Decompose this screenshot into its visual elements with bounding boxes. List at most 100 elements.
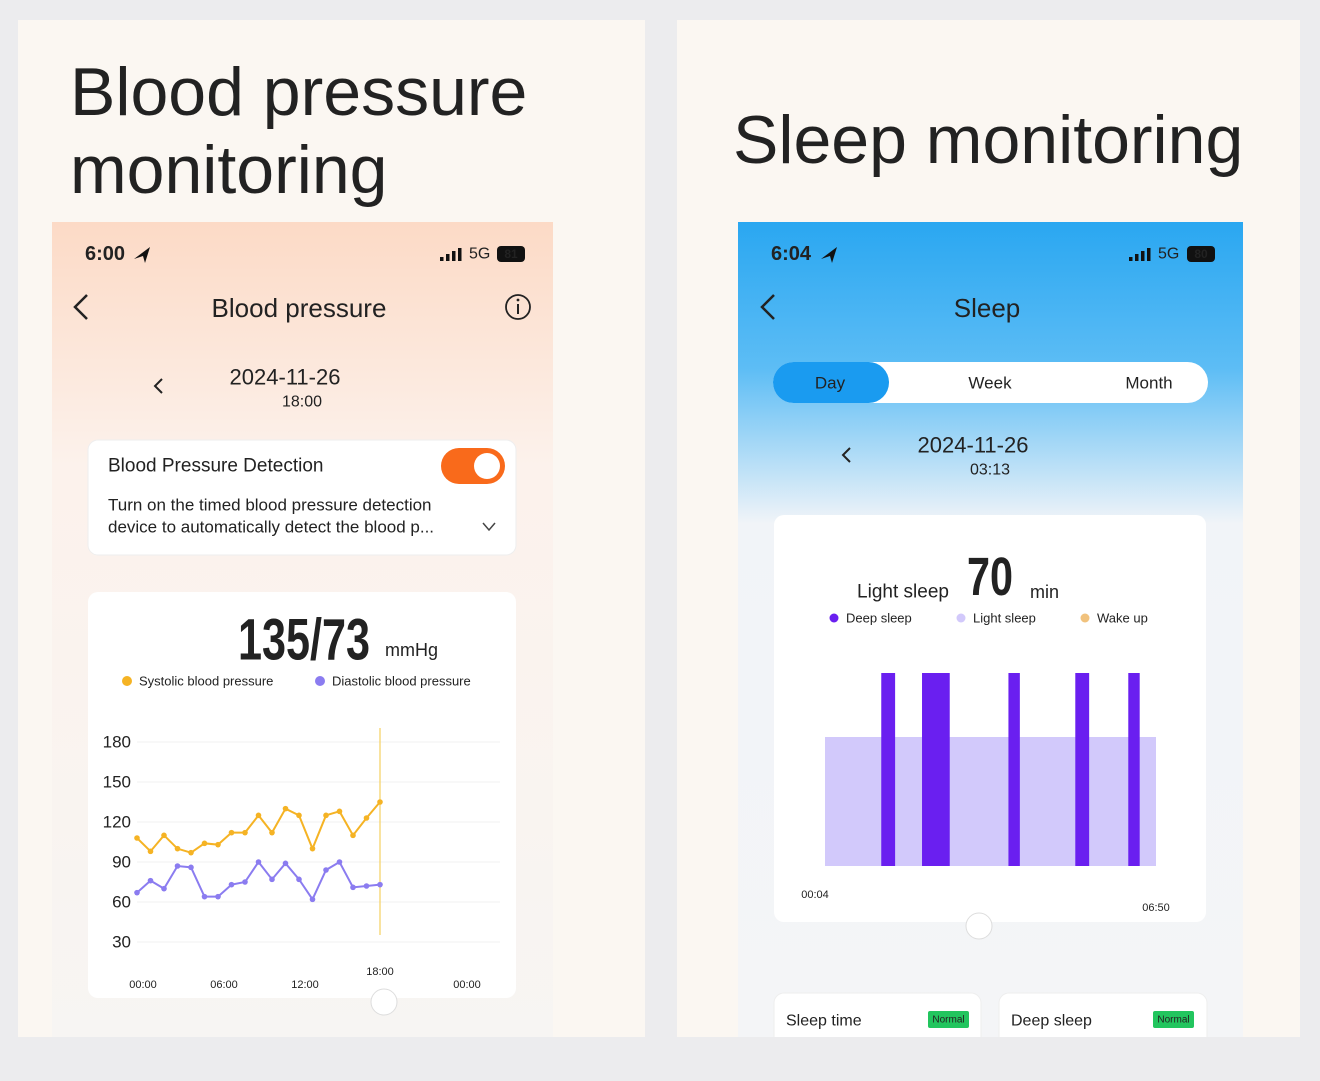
summary-label: Light sleep: [857, 582, 949, 603]
detection-card: [87, 439, 517, 556]
data-point: [309, 845, 316, 852]
data-point: [377, 799, 383, 805]
signal-icon: [440, 248, 462, 261]
heading: Sleep monitoring: [733, 102, 1243, 178]
network: 5G: [1158, 246, 1179, 263]
data-point: [377, 881, 383, 888]
back-button[interactable]: [760, 294, 775, 320]
data-point: [215, 841, 221, 848]
tab[interactable]: Day: [815, 374, 846, 393]
data-point: [363, 815, 370, 821]
slider-handle[interactable]: [965, 912, 993, 940]
cursor-label: 18:00: [366, 966, 394, 978]
network: 5G: [469, 246, 490, 263]
data-point: [174, 863, 181, 869]
legend-marker: [956, 613, 966, 623]
data-point: [188, 864, 194, 871]
battery-level: 81: [504, 247, 518, 261]
x-tick-label: 06:50: [1142, 902, 1170, 914]
card-title: Deep sleep: [1011, 1013, 1092, 1030]
data-point: [188, 849, 194, 856]
legend-label: Wake up: [1097, 611, 1148, 626]
expand-icon[interactable]: [482, 522, 496, 532]
status-time: 6:04: [771, 243, 812, 265]
sleep-segment: [1008, 673, 1020, 866]
data-point: [134, 835, 140, 841]
y-tick-label: 180: [103, 733, 131, 752]
summary-value: 70: [967, 547, 1013, 607]
data-point: [323, 867, 329, 873]
battery-icon: [1187, 246, 1215, 262]
data-point: [255, 859, 262, 865]
location-icon: [134, 247, 150, 263]
data-point: [296, 812, 302, 819]
bottom-strip: [0, 1037, 1320, 1081]
status-label: Normal: [1157, 1015, 1189, 1026]
prev-date[interactable]: [841, 447, 851, 463]
signal-icon: [1129, 248, 1151, 261]
data-point: [336, 808, 343, 815]
data-point: [242, 879, 248, 885]
y-tick-label: 30: [112, 933, 131, 952]
y-tick-label: 90: [112, 853, 131, 872]
legend-marker: [1080, 613, 1090, 623]
data-point: [309, 896, 316, 903]
tab[interactable]: Month: [1125, 374, 1172, 393]
status-time: 6:00: [85, 243, 125, 265]
x-tick-label: 00:00: [453, 979, 481, 991]
battery-icon: [497, 246, 525, 262]
description: Turn on the timed blood pressure detecti…: [108, 496, 432, 515]
summary-unit: min: [1030, 582, 1059, 602]
legend-label: Deep sleep: [846, 611, 912, 626]
data-point: [147, 877, 154, 884]
heading: Blood pressure: [70, 54, 527, 130]
screen-title: Sleep: [954, 293, 1021, 323]
status-badge: [1153, 1011, 1194, 1028]
data-point: [323, 812, 329, 819]
data-point: [269, 829, 275, 836]
location-icon: [821, 247, 837, 263]
sleep-segment: [1075, 673, 1090, 866]
y-tick-label: 120: [103, 813, 131, 832]
unit: mmHg: [385, 640, 438, 660]
prev-date[interactable]: [153, 378, 163, 394]
x-tick-label: 12:00: [291, 979, 319, 991]
x-tick-label: 00:04: [801, 889, 829, 901]
data-point: [215, 893, 221, 900]
data-point: [134, 889, 140, 896]
data-point: [147, 848, 154, 855]
tab[interactable]: Week: [968, 374, 1012, 393]
data-point: [282, 860, 289, 867]
time: 18:00: [282, 394, 322, 411]
y-tick-label: 60: [112, 893, 131, 912]
heading: monitoring: [70, 132, 388, 208]
sleep-segment: [825, 737, 1156, 866]
data-point: [255, 812, 262, 819]
status-label: Normal: [932, 1015, 964, 1026]
legend-label: Systolic blood pressure: [139, 674, 273, 689]
detection-title: Blood Pressure Detection: [108, 456, 323, 477]
card-title: Sleep time: [786, 1013, 862, 1030]
active-tab: [773, 362, 889, 403]
time: 03:13: [970, 462, 1010, 479]
legend-marker: [122, 676, 132, 686]
sleep-segment: [1128, 673, 1140, 866]
data-point: [161, 832, 167, 839]
data-point: [161, 885, 167, 892]
slider-handle[interactable]: [370, 988, 398, 1016]
data-point: [228, 881, 235, 888]
date: 2024-11-26: [230, 365, 341, 390]
data-point: [296, 876, 302, 883]
back-button[interactable]: [73, 294, 88, 320]
x-tick-label: 00:00: [129, 979, 157, 991]
bp-chart-card: [88, 592, 516, 998]
data-point: [350, 884, 356, 891]
screen-title: Blood pressure: [212, 293, 387, 323]
description: device to automatically detect the blood…: [108, 518, 434, 537]
data-point: [363, 883, 370, 889]
info-button[interactable]: [505, 294, 531, 320]
legend-label: Light sleep: [973, 611, 1036, 626]
